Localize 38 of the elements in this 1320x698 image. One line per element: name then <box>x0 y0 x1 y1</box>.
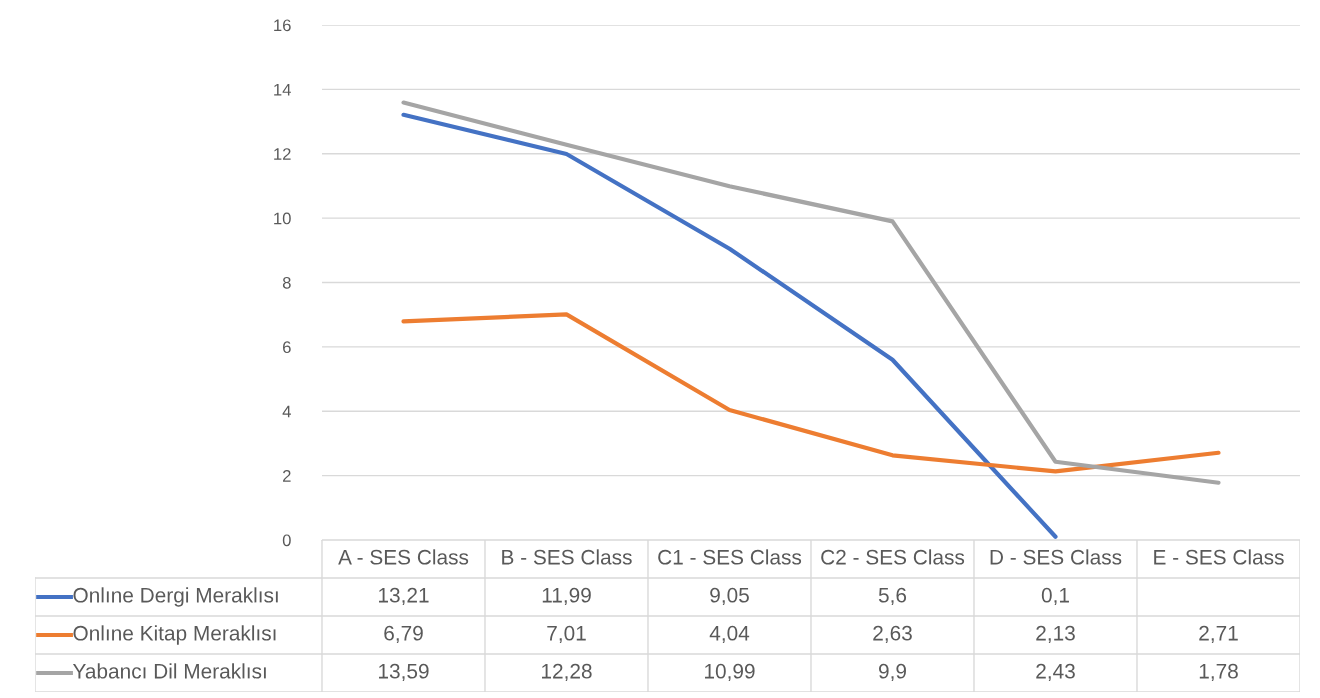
legend-label: Yabancı Dil Meraklısı <box>72 663 266 679</box>
y-tick-label: 0 <box>282 534 291 547</box>
data-label: 2,43 <box>1036 663 1075 682</box>
data-label: 9,9 <box>879 663 906 682</box>
x-tick-label: B - SES Class <box>502 549 632 565</box>
y-tick-label: 10 <box>274 212 291 225</box>
data-label: 5,6 <box>878 587 907 606</box>
data-label: 2,63 <box>873 625 912 644</box>
x-tick-label: D - SES Class <box>990 549 1122 565</box>
x-tick-label: E - SES Class <box>1154 549 1284 565</box>
data-label: 6,79 <box>384 625 423 644</box>
legend-label: Onlıne Dergi Meraklısı <box>73 587 278 607</box>
y-tick-label: 8 <box>282 276 291 289</box>
data-label: 10,99 <box>705 663 755 682</box>
data-label: 0,1 <box>1041 587 1069 606</box>
data-label: 2,71 <box>1199 625 1238 644</box>
y-tick-label: 16 <box>274 19 291 32</box>
data-label: 9,05 <box>710 587 749 606</box>
data-label: 7,01 <box>547 625 586 644</box>
data-label: 11,99 <box>542 587 591 606</box>
x-tick-label: A - SES Class <box>338 549 469 565</box>
line-series <box>401 312 1221 474</box>
y-tick-label: 6 <box>283 341 291 354</box>
y-tick-label: 12 <box>274 148 291 160</box>
data-label: 12,28 <box>542 663 592 682</box>
data-label: 1,78 <box>1199 663 1238 682</box>
y-tick-label: 2 <box>283 470 291 482</box>
x-tick-label: C1 - SES Class <box>658 549 802 565</box>
line-series <box>401 112 1058 539</box>
x-tick-label: C2 - SES Class <box>821 549 965 565</box>
data-label: 2,13 <box>1036 625 1075 644</box>
legend-label: Onlıne Kitap Meraklısı <box>73 625 276 645</box>
data-label: 13,59 <box>379 663 429 682</box>
data-label: 13,21 <box>379 587 429 606</box>
y-tick-label: 14 <box>274 83 291 96</box>
line-series <box>401 100 1221 485</box>
data-label: 4,04 <box>709 625 750 644</box>
y-tick-label: 4 <box>282 405 291 418</box>
